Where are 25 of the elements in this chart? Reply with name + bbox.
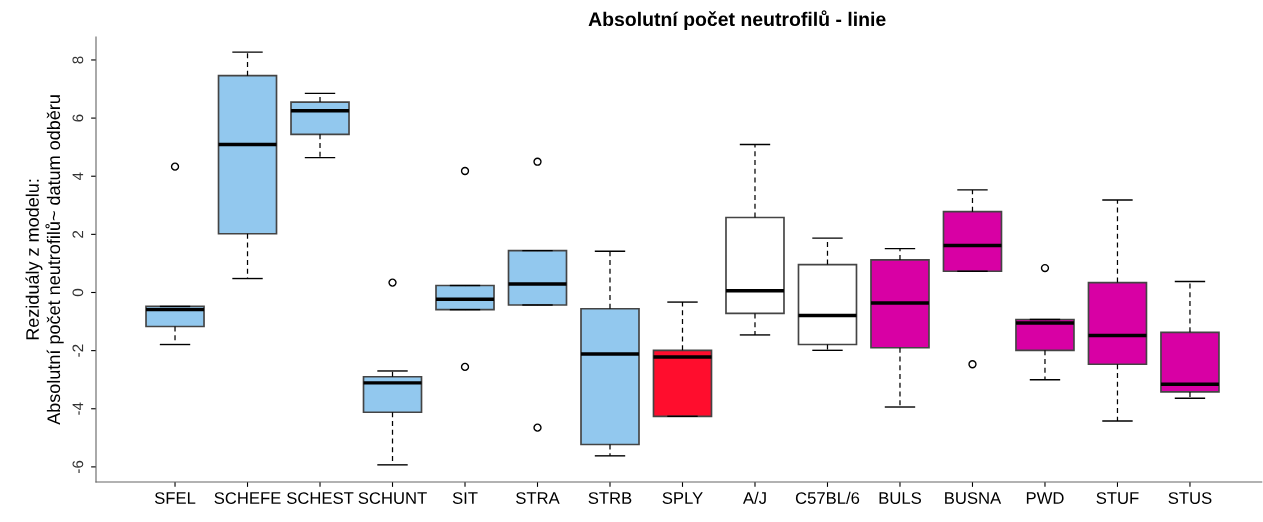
x-tick-label: SFEL [154,492,196,504]
x-tick-label: STUF [1096,492,1139,504]
x-tick-label: SCHUNT [358,492,427,504]
x-tick-label: STRA [516,492,560,504]
y-tick-label: 0 [72,288,84,297]
y-tick-label: -6 [72,460,84,473]
x-tick-label: SIT [452,492,478,504]
y-tick-label: -4 [72,402,84,415]
x-tick-label: SPLY [662,492,703,504]
x-tick-label: SCHEST [286,492,354,504]
x-tick-label: C57BL/6 [795,491,860,504]
x-tick-label: STUS [1168,492,1212,504]
chart-title: Absolutní počet neutrofilů - linie [588,10,886,30]
y-tick-label: -2 [72,344,84,357]
y-tick-label: 6 [72,114,84,122]
y-tick-label: 4 [72,172,84,181]
x-tick-label: A/J [742,491,766,504]
y-tick-label: 2 [72,230,84,238]
y-axis-title: Reziduály z modelu: Absolutní počet neutrofilů~ datum odběru [25,95,64,425]
x-tick-label: SCHEFE [214,492,281,504]
x-tick-label: STRB [588,492,632,504]
y-tick-label: 8 [72,56,84,64]
x-tick-label: PWD [1026,492,1064,504]
x-tick-label: BUSNA [945,492,1002,504]
x-tick-label: BULS [879,492,921,504]
